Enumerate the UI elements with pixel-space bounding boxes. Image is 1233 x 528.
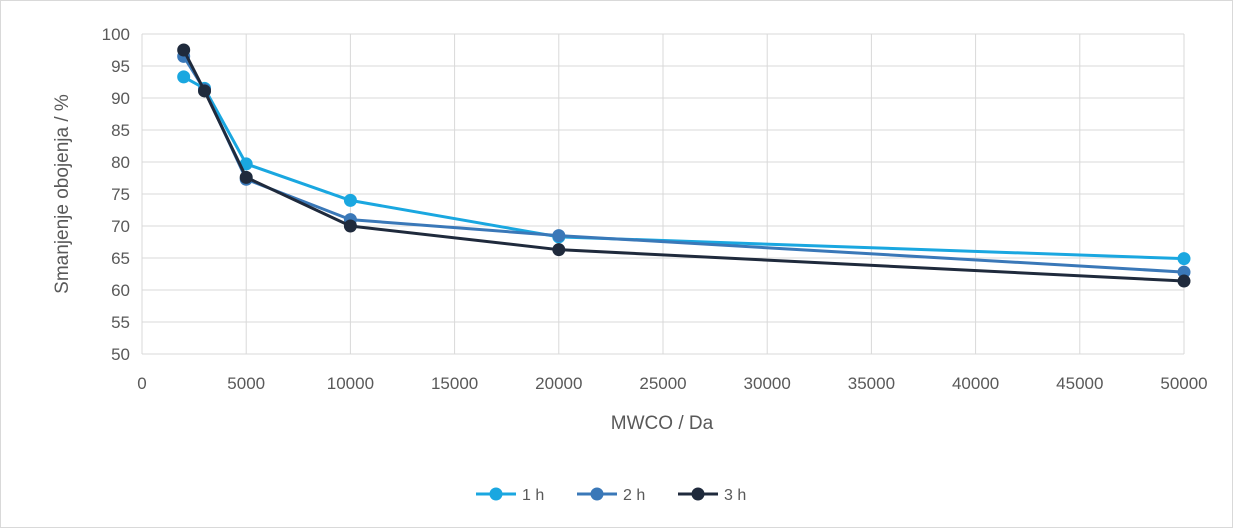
x-tick-label: 50000 [1160,374,1207,393]
y-tick-label: 60 [111,281,130,300]
legend-label: 1 h [522,487,544,504]
legend-label: 3 h [724,487,746,504]
x-tick-label: 25000 [639,374,686,393]
legend-label: 2 h [623,487,645,504]
data-point [1177,265,1191,279]
series-line [182,75,1185,261]
data-point [177,43,191,57]
y-tick-label: 75 [111,185,130,204]
x-tick-label: 35000 [848,374,895,393]
y-tick-label: 65 [111,249,130,268]
data-point [343,193,357,207]
series-2 [177,49,1191,279]
legend-item: 1 h [476,487,544,504]
data-point [239,170,253,184]
x-tick-label: 10000 [327,374,374,393]
grid-lines [141,33,1185,355]
x-tick-label: 40000 [952,374,999,393]
y-tick-label: 95 [111,57,130,76]
data-point [552,243,566,257]
y-tick-label: 70 [111,217,130,236]
series-group [177,43,1191,288]
x-axis-title: MWCO / Da [611,413,714,434]
y-tick-label: 100 [102,25,130,44]
y-tick-label: 85 [111,121,130,140]
x-tick-label: 5000 [227,374,265,393]
data-point [239,157,253,171]
legend-swatch-marker [590,487,604,501]
x-axis-ticks: 0 5000 10000 15000 20000 25000 30000 35000 40000… [137,374,1207,393]
data-point [177,70,191,84]
series-line [182,49,1185,283]
x-tick-label: 15000 [431,374,478,393]
y-axis-ticks: 50 55 60 65 70 75 80 85 90 95 100 [102,25,130,364]
data-point [1177,252,1191,266]
y-tick-label: 90 [111,89,130,108]
data-point [198,84,212,98]
series-1 [177,70,1191,266]
data-point [1177,274,1191,288]
data-point [343,219,357,233]
legend: 1 h 2 h 3 h [476,487,746,504]
series-3 [177,43,1191,288]
legend-swatch-marker [691,487,705,501]
x-tick-label: 45000 [1056,374,1103,393]
y-axis-title: Smanjenje obojenja / % [52,94,73,294]
y-tick-label: 55 [111,313,130,332]
legend-swatch-marker [489,487,503,501]
series-line [182,55,1185,274]
x-tick-label: 20000 [535,374,582,393]
x-tick-label: 30000 [744,374,791,393]
data-point [552,229,566,243]
y-tick-label: 80 [111,153,130,172]
legend-item: 3 h [678,487,746,504]
x-tick-label: 0 [137,374,146,393]
legend-item: 2 h [577,487,645,504]
y-tick-label: 50 [111,345,130,364]
